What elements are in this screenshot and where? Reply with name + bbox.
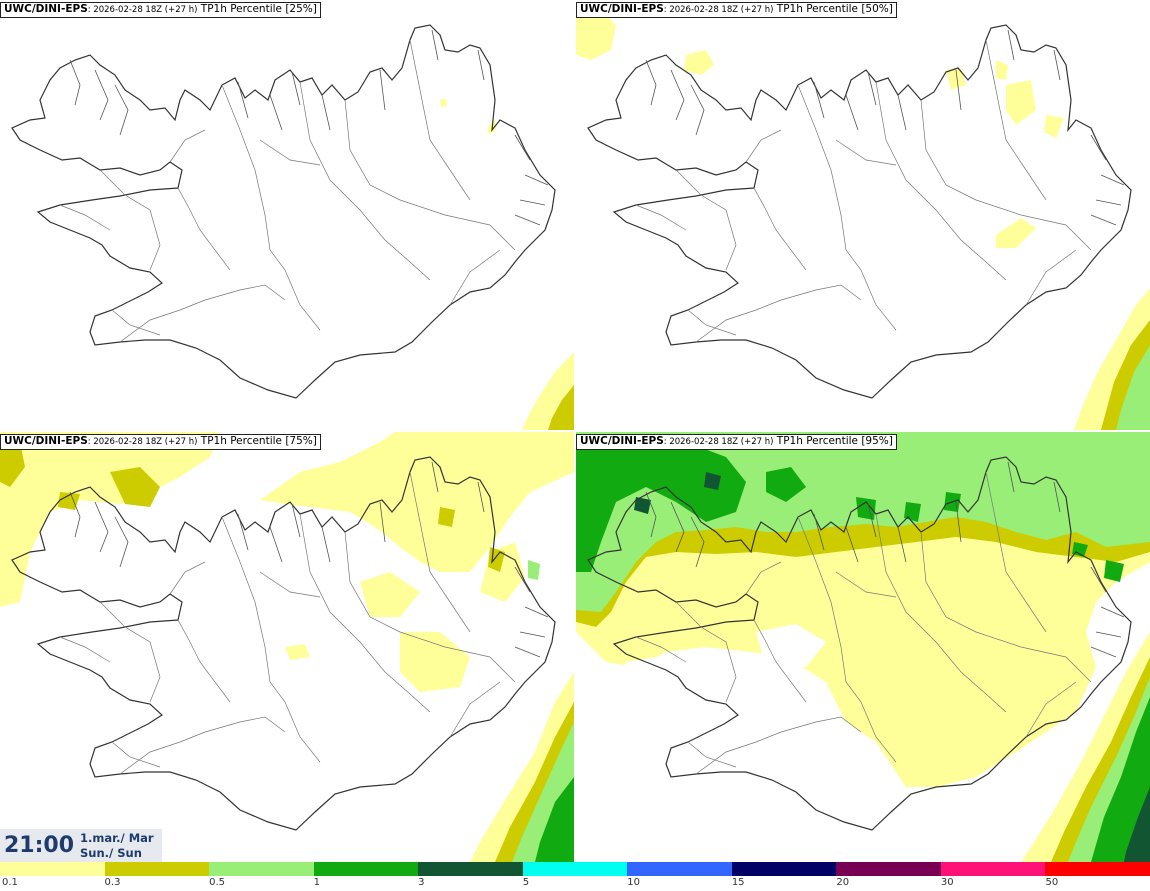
iceland-coastline (587, 24, 1132, 399)
precip-area (110, 467, 160, 507)
precip-area (58, 492, 80, 510)
legend-tick-label: 0.5 (209, 877, 225, 888)
legend-swatch (731, 862, 837, 876)
field-name: TP1h Percentile [95%] (773, 435, 893, 447)
precip-area (1006, 80, 1036, 125)
precip-area (0, 432, 220, 607)
color-legend: 0.1 0.3 0.5 1 3 5 10 15 20 30 50 (0, 862, 1150, 891)
map-panel-p75: UWC/DINI-EPS: 2026-02-28 18Z (+27 h) TP1… (0, 432, 574, 862)
precip-area (996, 60, 1008, 80)
precip-area (996, 218, 1036, 248)
legend-tick-label: 10 (627, 877, 640, 888)
precip-map-p50 (576, 10, 1150, 430)
panel-title: UWC/DINI-EPS: 2026-02-28 18Z (+27 h) TP1… (576, 434, 897, 450)
precip-area (576, 10, 616, 60)
precip-area (616, 652, 726, 702)
field-name: TP1h Percentile [25%] (197, 3, 317, 15)
precip-area (548, 385, 574, 430)
precip-area (704, 472, 721, 490)
valid-time-box: 21:00 1.mar./ Mar Sun./ Sun (0, 829, 162, 862)
model-name: UWC/DINI-EPS (4, 435, 88, 447)
run-info: : 2026-02-28 18Z (+27 h) (87, 5, 198, 15)
precip-area (0, 442, 25, 487)
legend-tick-label: 50 (1045, 877, 1059, 888)
precip-map-p75 (0, 432, 574, 862)
precip-area (285, 644, 310, 660)
map-panel-p25: UWC/DINI-EPS: 2026-02-28 18Z (+27 h) TP1… (0, 0, 574, 430)
legend-swatch (0, 862, 105, 876)
legend-tick-label: 0.1 (2, 877, 18, 888)
precip-area (360, 572, 420, 617)
legend-tick-label: 20 (836, 877, 850, 888)
precip-map-p25 (11, 24, 574, 430)
precip-area (488, 547, 505, 572)
legend-swatch (522, 862, 628, 876)
map-panel-p50: UWC/DINI-EPS: 2026-02-28 18Z (+27 h) TP1… (576, 0, 1150, 430)
field-name: TP1h Percentile [50%] (773, 3, 893, 15)
legend-labels: 0.1 0.3 0.5 1 3 5 10 15 20 30 50 (0, 877, 1150, 891)
precip-area (576, 442, 746, 572)
legend-tick-label: 0.3 (104, 877, 121, 888)
legend-swatch (1045, 862, 1150, 876)
precip-area (1091, 697, 1150, 862)
legend-swatch (836, 862, 941, 876)
precip-area (684, 50, 714, 75)
legend-swatch (209, 862, 314, 876)
legend-swatch (627, 862, 732, 876)
precip-map-p95 (576, 432, 1150, 862)
precip-area (1116, 345, 1150, 430)
legend-swatch (940, 862, 1046, 876)
precip-area (1044, 115, 1064, 138)
precip-area (260, 432, 574, 572)
precip-area (440, 98, 447, 107)
legend-color-bar (0, 862, 1150, 876)
legend-tick-label: 5 (522, 877, 530, 888)
run-info: : 2026-02-28 18Z (+27 h) (87, 437, 198, 447)
precip-area (856, 497, 876, 520)
legend-tick-label: 1 (313, 877, 320, 888)
run-info: : 2026-02-28 18Z (+27 h) (663, 437, 774, 447)
panel-title: UWC/DINI-EPS: 2026-02-28 18Z (+27 h) TP1… (0, 2, 321, 18)
legend-swatch (418, 862, 523, 876)
panel-divider-horizontal (0, 430, 1150, 432)
precip-area (400, 632, 470, 692)
valid-day: Sun./ Sun (80, 846, 142, 860)
precip-area (766, 467, 806, 502)
map-panel-p95: UWC/DINI-EPS: 2026-02-28 18Z (+27 h) TP1… (576, 432, 1150, 862)
precip-area (528, 560, 540, 580)
legend-swatch (104, 862, 210, 876)
legend-tick-label: 30 (940, 877, 954, 888)
model-name: UWC/DINI-EPS (580, 3, 664, 15)
valid-time: 21:00 (4, 833, 75, 858)
model-name: UWC/DINI-EPS (580, 435, 664, 447)
iceland-coastline (11, 24, 556, 399)
precip-area (1104, 560, 1124, 582)
legend-swatch (313, 862, 419, 876)
precip-area (634, 497, 651, 514)
precip-area (1124, 787, 1150, 862)
precip-area (438, 507, 455, 527)
precip-area (535, 777, 574, 862)
valid-date: 1.mar./ Mar (80, 831, 154, 845)
field-name: TP1h Percentile [75%] (197, 435, 317, 447)
precip-area (1072, 542, 1088, 557)
legend-tick-label: 15 (731, 877, 745, 888)
legend-tick-label: 3 (418, 877, 425, 888)
precip-area (946, 68, 966, 90)
model-name: UWC/DINI-EPS (4, 3, 88, 15)
run-info: : 2026-02-28 18Z (+27 h) (663, 5, 774, 15)
panel-title: UWC/DINI-EPS: 2026-02-28 18Z (+27 h) TP1… (576, 2, 897, 18)
panel-title: UWC/DINI-EPS: 2026-02-28 18Z (+27 h) TP1… (0, 434, 321, 450)
